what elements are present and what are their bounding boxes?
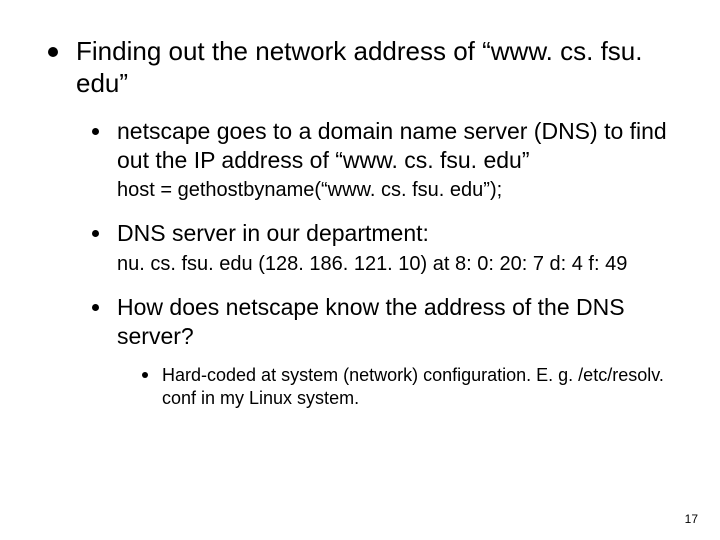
disc-icon bbox=[92, 230, 99, 237]
bullet-level1: Finding out the network address of “www.… bbox=[48, 36, 672, 99]
level1-text: Finding out the network address of “www.… bbox=[76, 36, 672, 99]
disc-icon bbox=[92, 304, 99, 311]
level2-subtext-row: host = gethostbyname(“www. cs. fsu. edu”… bbox=[117, 178, 672, 203]
page-number: 17 bbox=[685, 512, 698, 526]
spacer bbox=[48, 354, 672, 364]
bullet-level3: Hard-coded at system (network) configura… bbox=[142, 364, 672, 410]
level2-text: DNS server in our department: bbox=[117, 219, 429, 248]
bullet-level2: netscape goes to a domain name server (D… bbox=[92, 117, 672, 174]
disc-icon bbox=[142, 372, 148, 378]
level2-subtext-row: nu. cs. fsu. edu (128. 186. 121. 10) at … bbox=[117, 252, 672, 277]
level2-text: How does netscape know the address of th… bbox=[117, 293, 672, 350]
slide-content: Finding out the network address of “www.… bbox=[0, 0, 720, 410]
level2-text: netscape goes to a domain name server (D… bbox=[117, 117, 672, 174]
bullet-level2: DNS server in our department: bbox=[92, 219, 672, 248]
disc-icon bbox=[48, 47, 58, 57]
level2-subtext: host = gethostbyname(“www. cs. fsu. edu”… bbox=[117, 179, 502, 201]
level2-subtext: nu. cs. fsu. edu (128. 186. 121. 10) at … bbox=[117, 253, 627, 275]
level3-text: Hard-coded at system (network) configura… bbox=[162, 364, 672, 410]
disc-icon bbox=[92, 128, 99, 135]
bullet-level2: How does netscape know the address of th… bbox=[92, 293, 672, 350]
